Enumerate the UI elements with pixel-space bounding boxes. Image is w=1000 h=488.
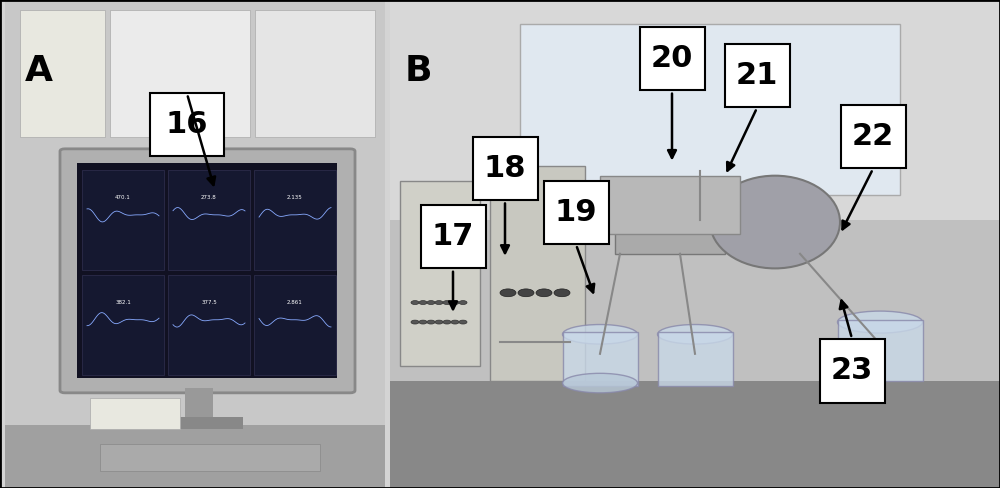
FancyBboxPatch shape	[150, 93, 224, 156]
Bar	[155, 417, 243, 429]
Bar	[82, 170, 164, 270]
Text: B: B	[405, 54, 432, 88]
Bar	[520, 24, 900, 195]
Text: 2.135: 2.135	[287, 195, 303, 201]
Bar	[168, 275, 250, 375]
Bar	[615, 232, 725, 254]
Circle shape	[459, 320, 467, 324]
Text: 16: 16	[166, 110, 208, 139]
Circle shape	[536, 289, 552, 297]
Circle shape	[435, 301, 443, 305]
Circle shape	[518, 289, 534, 297]
Bar	[658, 332, 732, 386]
Ellipse shape	[838, 311, 922, 333]
Bar	[490, 166, 585, 381]
Bar	[168, 170, 250, 270]
Circle shape	[419, 301, 427, 305]
Bar	[600, 176, 740, 234]
Text: 23: 23	[831, 356, 873, 386]
Text: 19: 19	[555, 198, 597, 227]
Bar	[20, 10, 105, 137]
Text: 17: 17	[432, 222, 474, 251]
Circle shape	[459, 301, 467, 305]
Ellipse shape	[710, 176, 840, 268]
Bar	[100, 444, 320, 471]
Circle shape	[427, 320, 435, 324]
Circle shape	[427, 301, 435, 305]
Circle shape	[554, 289, 570, 297]
Bar	[838, 320, 922, 381]
Bar	[90, 398, 180, 429]
Bar	[5, 0, 385, 488]
Bar	[390, 381, 1000, 488]
Text: 2.861: 2.861	[287, 300, 303, 305]
Bar	[77, 163, 337, 378]
Bar	[400, 181, 480, 366]
FancyBboxPatch shape	[420, 205, 486, 268]
Circle shape	[443, 320, 451, 324]
Bar	[110, 10, 250, 137]
FancyBboxPatch shape	[473, 137, 538, 200]
Bar	[185, 388, 213, 420]
Text: 18: 18	[484, 154, 526, 183]
Bar	[254, 275, 336, 375]
Text: 470.1: 470.1	[115, 195, 131, 201]
Text: 273.8: 273.8	[201, 195, 217, 201]
Text: 382.1: 382.1	[115, 300, 131, 305]
Text: 22: 22	[852, 122, 894, 151]
Text: 21: 21	[736, 61, 778, 90]
Circle shape	[435, 320, 443, 324]
Text: A: A	[25, 54, 53, 88]
Bar	[254, 170, 336, 270]
Circle shape	[451, 301, 459, 305]
Bar	[255, 10, 375, 137]
Circle shape	[411, 301, 419, 305]
FancyBboxPatch shape	[640, 27, 705, 90]
Ellipse shape	[658, 325, 732, 344]
Circle shape	[411, 320, 419, 324]
Ellipse shape	[562, 373, 638, 393]
Bar	[390, 0, 1000, 488]
Bar	[390, 0, 1000, 220]
Circle shape	[443, 301, 451, 305]
Circle shape	[500, 289, 516, 297]
FancyBboxPatch shape	[820, 339, 885, 403]
Bar	[5, 425, 385, 488]
Bar	[562, 332, 638, 386]
Ellipse shape	[562, 325, 638, 344]
Text: 20: 20	[651, 44, 693, 73]
Circle shape	[419, 320, 427, 324]
Circle shape	[451, 320, 459, 324]
FancyBboxPatch shape	[724, 44, 790, 107]
Text: 377.5: 377.5	[201, 300, 217, 305]
FancyBboxPatch shape	[544, 181, 608, 244]
FancyBboxPatch shape	[60, 149, 355, 393]
FancyBboxPatch shape	[840, 105, 906, 168]
Bar	[82, 275, 164, 375]
